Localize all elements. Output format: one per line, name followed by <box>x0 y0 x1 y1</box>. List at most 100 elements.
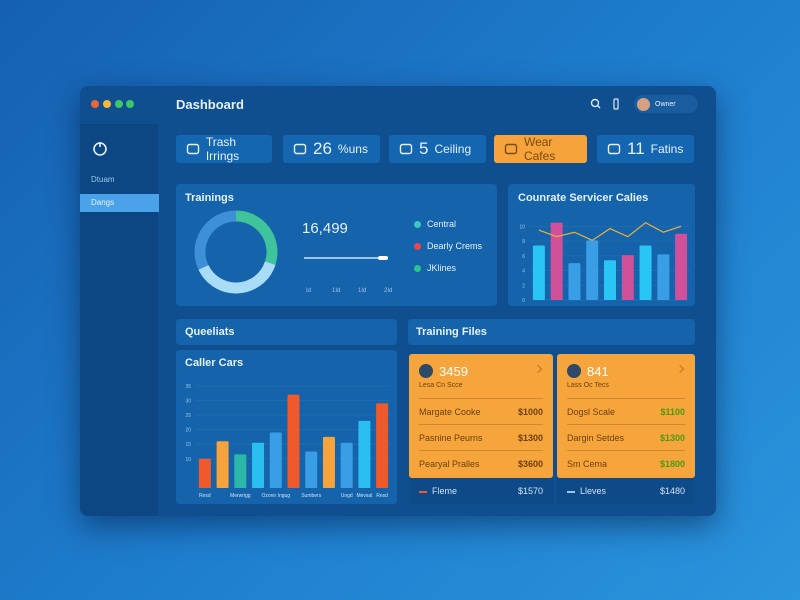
window-title: Dashboard <box>176 97 244 112</box>
row-name: Sm Cema <box>567 459 608 469</box>
card-arrow <box>533 364 543 374</box>
stat-card[interactable]: Wear Cafes <box>494 135 587 163</box>
y-tick-label: 0 <box>522 298 525 304</box>
legend-label: Central <box>427 219 457 229</box>
y-tick-label: 30 <box>185 398 191 404</box>
bar <box>586 240 599 300</box>
panel-title: Caller Cars <box>185 357 244 369</box>
window-dot[interactable] <box>115 100 123 108</box>
stat-label: Wear Cafes <box>523 135 556 163</box>
y-tick-label: 35 <box>185 384 191 390</box>
sidebar-item[interactable]: Dtuam <box>91 175 115 184</box>
stat-card[interactable]: 5 Ceiling <box>389 135 486 163</box>
window-dot[interactable] <box>103 100 111 108</box>
legend-dot <box>414 221 421 228</box>
avatar <box>419 364 433 378</box>
x-tick-label: Ozonn Ingug <box>261 493 290 499</box>
bar <box>657 254 670 300</box>
stat-label: Ceiling <box>434 142 472 156</box>
row-name: Pearyal Pralles <box>419 459 480 469</box>
stat-card[interactable]: Trash Irrings <box>176 135 272 163</box>
axis-label: 1Id <box>332 288 341 294</box>
sidebar-item-active[interactable]: Dangs <box>80 194 159 212</box>
file-row: Pearyal Pralles $3600 <box>419 450 543 477</box>
icon-shape <box>504 143 518 155</box>
legend-label: Dearly Crems <box>427 241 483 251</box>
file-row: Pasnine Peurns $1300 <box>419 424 543 451</box>
bar <box>639 245 652 300</box>
legend-dot <box>414 243 421 250</box>
user-menu[interactable]: Owner <box>634 95 698 113</box>
bar <box>305 451 318 488</box>
icon-shape <box>293 143 307 155</box>
row-name: Pasnine Peurns <box>419 433 483 443</box>
y-tick-label: 10 <box>519 224 525 230</box>
donut-segment <box>235 210 278 265</box>
footer-name: Fleme <box>419 486 457 496</box>
sidebar-icon[interactable] <box>91 140 109 158</box>
bar <box>358 420 371 488</box>
y-tick-label: 2 <box>522 283 525 289</box>
y-tick-label: 10 <box>185 457 191 463</box>
bar <box>376 403 389 488</box>
row-amount: $1000 <box>517 407 543 417</box>
file-row: Dogsl Scale $1100 <box>567 398 685 425</box>
panel-title: Queeliats <box>185 326 235 338</box>
bar <box>198 458 211 488</box>
card-arrow <box>675 364 685 374</box>
stat-value: 26 <box>313 139 332 158</box>
panel-title: Counrate Servicer Calies <box>518 192 649 204</box>
stat-value: 11 <box>627 139 645 158</box>
axis-label: 1Id <box>358 288 367 294</box>
x-tick-label: Mevsal <box>356 493 372 499</box>
icon-shape <box>399 143 413 155</box>
stat-card[interactable]: 11 Fatins <box>597 135 694 163</box>
y-tick-label: 25 <box>185 413 191 419</box>
x-tick-label: Ungd <box>341 493 353 499</box>
stat-icon <box>504 143 518 155</box>
row-amount: $1100 <box>660 407 685 417</box>
icon-shape <box>186 143 200 155</box>
file-row: Margate Cooke $1000 <box>419 398 543 425</box>
stat-label: Trash Irrings <box>205 135 240 163</box>
bar <box>340 442 353 488</box>
window-dot[interactable] <box>126 100 134 108</box>
y-tick-label: 15 <box>185 442 191 448</box>
service-calls-chart: 0 2 4 6 8 10 <box>519 221 690 304</box>
bar <box>216 441 229 488</box>
footer-line <box>419 490 427 493</box>
row-name: Margate Cooke <box>419 407 481 417</box>
slider[interactable] <box>300 252 392 264</box>
user-name: Owner <box>655 100 676 108</box>
bar <box>568 263 581 300</box>
x-tick-label: Resd <box>376 493 388 499</box>
footer-line <box>567 490 575 493</box>
stat-icon <box>186 143 200 155</box>
footer-amount: $1480 <box>659 486 685 496</box>
files-panel <box>408 319 695 345</box>
card-value: 841 <box>587 364 609 379</box>
avatar <box>567 364 581 378</box>
card-subtitle: Lesa Cn Scce <box>419 382 463 389</box>
panel-title: Trainings <box>185 192 234 204</box>
window-dot[interactable] <box>91 100 99 108</box>
icon-shape <box>607 143 621 155</box>
stat-card[interactable]: 26 %uns <box>283 135 380 163</box>
stat-value: 5 <box>419 139 429 158</box>
header-icons[interactable] <box>590 97 620 111</box>
row-amount: $1300 <box>659 433 685 443</box>
file-card: 841 Lass Oc Tecs Dogsl Scale $1100 Dargin Se… <box>557 354 695 478</box>
file-footer: Fleme $1570 <box>409 478 553 504</box>
donut-chart <box>194 210 278 294</box>
bar <box>269 432 282 488</box>
bar <box>604 260 616 300</box>
card-subtitle: Lass Oc Tecs <box>567 382 609 389</box>
bar <box>532 245 545 300</box>
bar <box>252 442 265 488</box>
legend-dot <box>414 265 421 272</box>
questions-panel <box>176 319 397 345</box>
stat-icon <box>399 143 413 155</box>
y-tick-label: 4 <box>522 269 525 275</box>
file-row: Sm Cema $1800 <box>567 450 685 477</box>
footer-label: Lleves <box>580 486 607 496</box>
